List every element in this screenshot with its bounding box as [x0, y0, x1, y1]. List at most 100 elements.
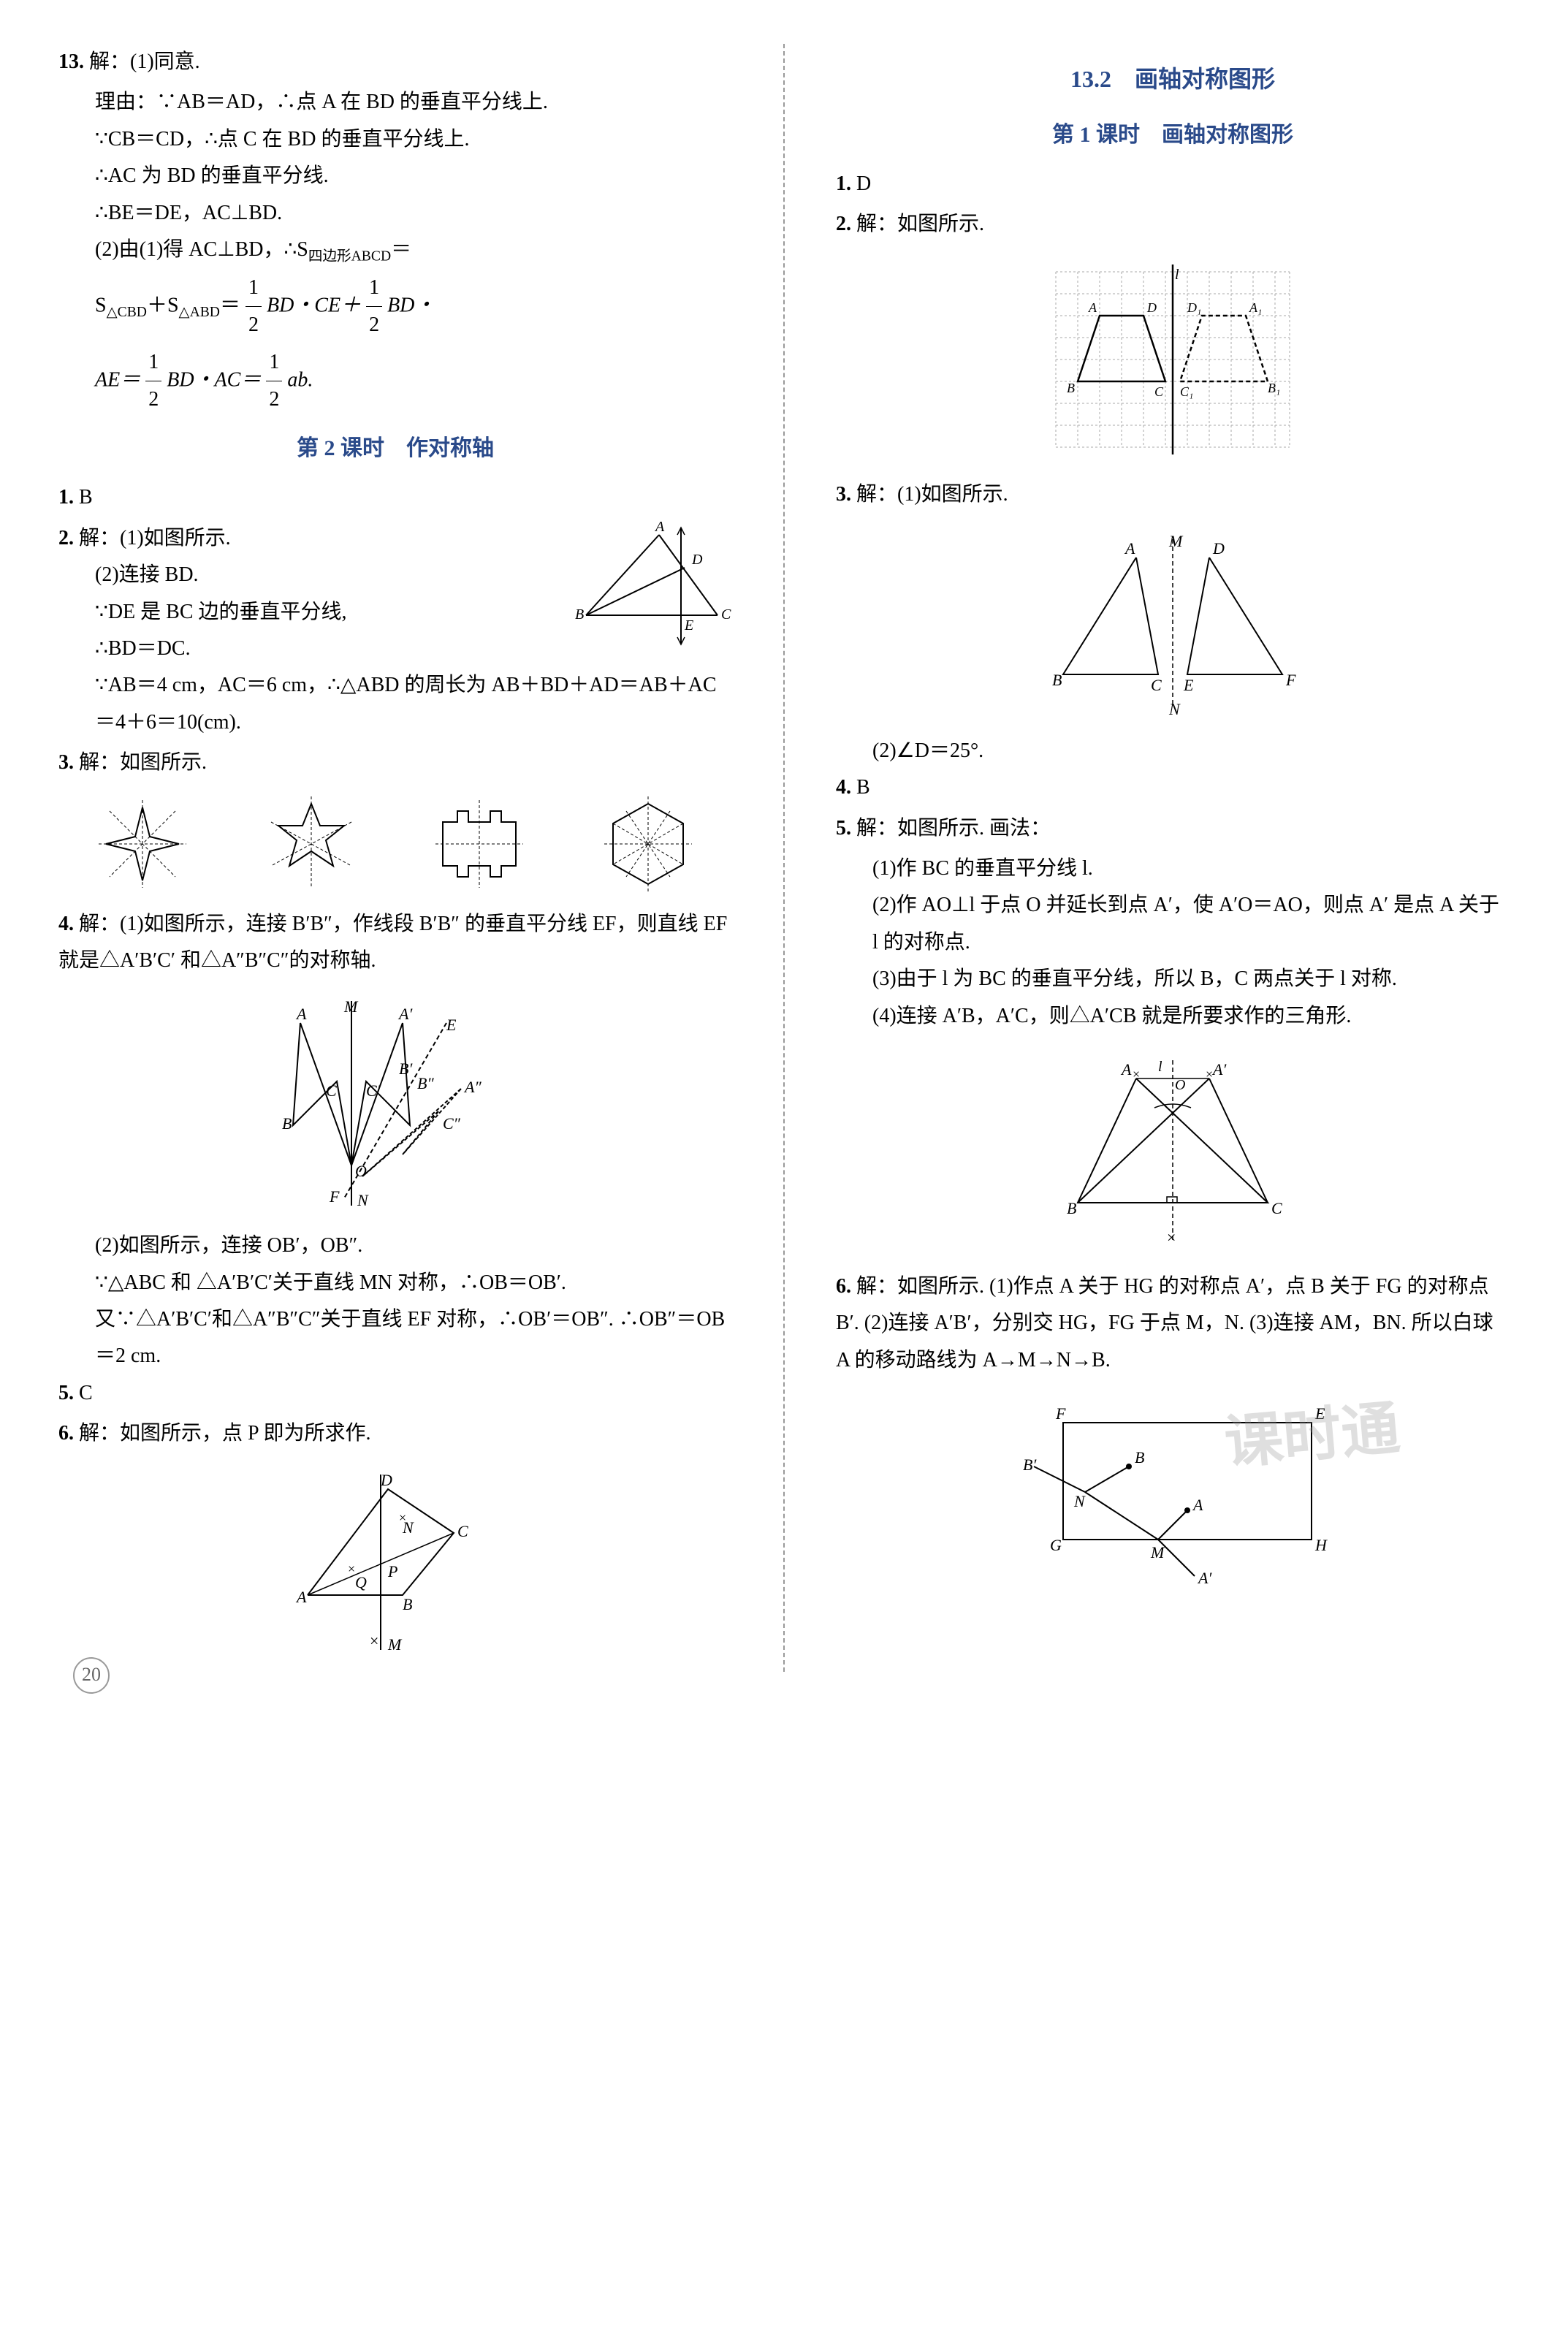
svg-text:B: B — [403, 1595, 412, 1613]
svg-text:M: M — [1150, 1543, 1165, 1561]
svg-text:Q: Q — [355, 1573, 367, 1591]
problem-number: 3. — [836, 483, 851, 506]
problem-3: 3. 解：如图所示. — [58, 745, 732, 781]
svg-text:D: D — [691, 552, 703, 568]
problem-text: (1)同意. — [130, 50, 200, 73]
svg-text:A₁: A₁ — [1249, 300, 1262, 315]
problem-label: 解： — [856, 483, 897, 506]
castle-shape-icon — [428, 793, 530, 895]
svg-text:D: D — [1212, 539, 1225, 558]
problem-4: 4. 解：(1)如图所示，连接 B′B″，作线段 B′B″ 的垂直平分线 EF，… — [58, 906, 732, 980]
svg-text:M: M — [1168, 532, 1184, 550]
svg-text:×: × — [399, 1510, 406, 1525]
svg-text:B: B — [1067, 1199, 1076, 1217]
r-problem-6-figure: F E B′ B N G M H A A′ — [836, 1393, 1510, 1598]
fraction: 12 — [266, 344, 282, 419]
problem-number: 2. — [58, 527, 74, 549]
problem-answer: B — [79, 486, 93, 509]
r-problem-5-body: (1)作 BC 的垂直平分线 l. (2)作 AO⊥l 于点 O 并延长到点 A… — [836, 851, 1510, 1035]
svg-text:A′: A′ — [397, 1005, 413, 1023]
svg-text:l: l — [1175, 267, 1179, 283]
problem-text: 如图所示. — [897, 213, 984, 235]
star-6-icon — [260, 793, 362, 895]
svg-text:×: × — [1206, 1067, 1213, 1081]
svg-text:B′: B′ — [399, 1059, 413, 1078]
problem-13-body: 理由：∵AB＝AD，∴点 A 在 BD 的垂直平分线上. ∵CB＝CD，∴点 C… — [58, 84, 732, 418]
svg-text:×: × — [1133, 1067, 1140, 1081]
problem-number: 1. — [836, 172, 851, 195]
problem-label: 解： — [79, 751, 120, 774]
problem-6-figure: A B C D P N Q M × × × — [58, 1467, 732, 1657]
r-problem-6: 6. 解：如图所示. (1)作点 A 关于 HG 的对称点 A′，点 B 关于 … — [836, 1268, 1510, 1379]
svg-text:N: N — [1168, 700, 1181, 718]
problem-number: 4. — [58, 913, 74, 935]
svg-text:C: C — [721, 606, 731, 623]
text-line: 又∵△A′B′C′和△A″B″C″关于直线 EF 对称，∴OB′＝OB″. ∴O… — [95, 1301, 732, 1375]
svg-text:B: B — [282, 1114, 292, 1133]
problem-text: (1)如图所示. — [120, 527, 231, 549]
svg-text:B: B — [575, 606, 584, 623]
problem-13: 13. 解：(1)同意. — [58, 44, 732, 80]
svg-text:l: l — [1158, 1059, 1162, 1075]
svg-text:A′: A′ — [1197, 1569, 1212, 1587]
svg-text:B: B — [1067, 381, 1075, 395]
problem-number: 3. — [58, 751, 74, 774]
problem-4-body: (2)如图所示，连接 OB′，OB″. ∵△ABC 和 △A′B′C′关于直线 … — [58, 1228, 732, 1375]
problem-5: 5. C — [58, 1375, 732, 1412]
text-line: AE＝ 12 BD・AC＝ 12 ab. — [95, 344, 732, 419]
problem-label: 解： — [89, 50, 130, 73]
r-problem-5: 5. 解：如图所示. 画法： — [836, 810, 1510, 847]
text-line: (3)由于 l 为 BC 的垂直平分线，所以 B，C 两点关于 l 对称. — [872, 961, 1510, 997]
r-problem-1: 1. D — [836, 166, 1510, 202]
svg-text:F: F — [1285, 671, 1296, 689]
svg-text:A′: A′ — [1211, 1060, 1227, 1078]
svg-text:C: C — [457, 1522, 468, 1540]
text-line: ∵CB＝CD，∴点 C 在 BD 的垂直平分线上. — [95, 121, 732, 158]
problem-number: 6. — [58, 1422, 74, 1445]
svg-text:E: E — [684, 617, 693, 634]
text-line: (2)如图所示，连接 OB′，OB″. — [95, 1228, 732, 1264]
problem-label: 解： — [79, 913, 120, 935]
svg-text:O: O — [355, 1162, 367, 1180]
r-problem-4: 4. B — [836, 769, 1510, 806]
svg-text:×: × — [348, 1561, 355, 1576]
svg-text:C: C — [326, 1081, 337, 1100]
section-title: 13.2 画轴对称图形 — [836, 58, 1510, 101]
svg-text:C′: C′ — [366, 1081, 381, 1100]
problem-text: (1)如图所示，连接 B′B″，作线段 B′B″ 的垂直平分线 EF，则直线 E… — [58, 913, 727, 972]
problem-text: 如图所示. (1)作点 A 关于 HG 的对称点 A′，点 B 关于 FG 的对… — [836, 1275, 1493, 1371]
svg-text:B₁: B₁ — [1268, 381, 1280, 395]
svg-text:D₁: D₁ — [1187, 300, 1201, 315]
fraction: 12 — [366, 270, 382, 344]
problem-label: 解： — [79, 527, 120, 549]
section-2-title: 第 2 课时 作对称轴 — [58, 429, 732, 468]
svg-text:B″: B″ — [417, 1074, 434, 1092]
svg-text:E: E — [1183, 676, 1194, 694]
svg-text:C″: C″ — [443, 1114, 461, 1133]
svg-text:P: P — [387, 1562, 397, 1580]
problem-number: 2. — [836, 213, 851, 235]
problem-3-figures — [58, 793, 732, 895]
svg-text:C₁: C₁ — [1180, 384, 1193, 399]
svg-text:N: N — [1073, 1492, 1086, 1510]
svg-text:B′: B′ — [1023, 1456, 1037, 1474]
svg-text:A: A — [295, 1588, 307, 1606]
svg-text:B: B — [1135, 1448, 1144, 1466]
text-line: S△CBD＋S△ABD＝ 12 BD・CE＋ 12 BD・ — [95, 270, 732, 344]
r-problem-3-figure: A M D B C E F N — [836, 528, 1510, 718]
column-divider — [783, 44, 785, 1672]
svg-text:F: F — [329, 1187, 340, 1206]
text-line: (2)由(1)得 AC⊥BD，∴S四边形ABCD＝ — [95, 232, 732, 270]
problem-4-figure: A M A′ E B B′ B″ A″ C C′ C″ O F N — [58, 994, 732, 1213]
svg-text:F: F — [1055, 1404, 1066, 1423]
svg-text:D: D — [380, 1471, 392, 1489]
problem-text: 如图所示. 画法： — [897, 817, 1051, 840]
hexagon-icon — [597, 793, 699, 895]
svg-text:A: A — [654, 520, 665, 535]
svg-text:A: A — [1120, 1060, 1132, 1078]
svg-text:C: C — [1151, 676, 1162, 694]
svg-text:A″: A″ — [463, 1078, 482, 1096]
problem-2-figure: A B C D E — [557, 520, 732, 664]
svg-text:O: O — [1175, 1077, 1185, 1093]
subsection-title: 第 1 课时 画轴对称图形 — [836, 115, 1510, 155]
